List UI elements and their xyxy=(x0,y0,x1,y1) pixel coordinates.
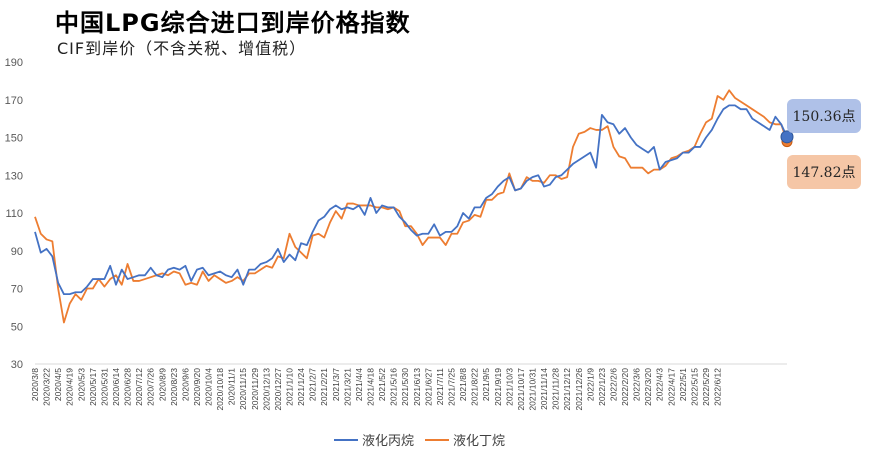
x-tick-label: 2021/4/18 xyxy=(366,368,376,406)
x-tick-label: 2020/12/13 xyxy=(261,368,271,411)
x-tick-label: 2022/5/15 xyxy=(689,368,699,406)
x-tick-label: 2020/11/15 xyxy=(238,368,248,410)
x-tick-label: 2020/6/28 xyxy=(123,368,133,406)
x-tick-label: 2022/5/1 xyxy=(678,368,688,401)
x-tick-label: 2021/11/14 xyxy=(539,368,549,410)
x-tick-label: 2021/5/2 xyxy=(377,368,387,401)
x-axis: 2020/3/8 2020/3/22 2020/4/5 2020/4/19 2020/5… xyxy=(30,363,787,411)
x-tick-label: 2021/7/11 xyxy=(435,368,445,405)
y-axis: 30 50 70 90 110 130 150 170 190 xyxy=(5,57,23,371)
x-tick-label: 2020/9/6 xyxy=(180,368,190,401)
x-tick-label: 2021/1/10 xyxy=(285,368,295,406)
propane-callout: 150.36点 xyxy=(787,99,861,133)
x-tick-label: 2022/3/20 xyxy=(643,368,653,406)
x-tick-label: 2021/3/7 xyxy=(331,368,341,401)
y-tick-label: 30 xyxy=(11,359,23,371)
x-tick-label: 2020/5/17 xyxy=(88,368,98,406)
x-tick-label: 2020/11/29 xyxy=(250,368,260,410)
x-tick-label: 2020/10/18 xyxy=(215,368,225,411)
legend-propane-label: 液化丙烷 xyxy=(362,434,414,449)
x-tick-label: 2021/11/28 xyxy=(551,368,561,410)
chart-subtitle: CIF到岸价（不含关税、增值税） xyxy=(57,39,307,58)
legend: 液化丙烷 液化丁烷 xyxy=(334,434,505,449)
y-tick-label: 50 xyxy=(11,321,23,333)
x-tick-label: 2020/10/4 xyxy=(204,368,214,406)
y-tick-label: 130 xyxy=(5,170,23,182)
legend-butane-label: 液化丁烷 xyxy=(453,434,505,449)
butane-callout-box xyxy=(787,155,861,189)
x-tick-label: 2020/5/3 xyxy=(76,368,86,401)
x-tick-label: 2020/4/5 xyxy=(53,368,63,401)
butane-callout-label: 147.82点 xyxy=(793,165,856,181)
x-tick-label: 2021/6/13 xyxy=(412,368,422,406)
x-tick-label: 2021/10/3 xyxy=(504,368,514,406)
x-tick-label: 2021/12/26 xyxy=(574,368,584,411)
x-tick-label: 2020/3/8 xyxy=(30,368,40,401)
x-tick-label: 2021/2/21 xyxy=(319,368,329,406)
butane-series-line xyxy=(34,89,788,324)
x-tick-label: 2022/2/20 xyxy=(620,368,630,406)
propane-series-line xyxy=(34,104,788,296)
x-tick-label: 2022/4/3 xyxy=(655,368,665,401)
x-tick-label: 2020/8/9 xyxy=(157,368,167,401)
x-tick-label: 2021/8/8 xyxy=(458,368,468,401)
x-tick-label: 2021/5/16 xyxy=(389,368,399,406)
propane-end-marker xyxy=(780,130,794,144)
x-tick-label: 2022/1/23 xyxy=(597,368,607,406)
x-tick-label: 2021/10/31 xyxy=(527,368,537,411)
propane-callout-box xyxy=(787,99,861,133)
propane-callout-label: 150.36点 xyxy=(793,109,856,125)
x-tick-label: 2021/12/12 xyxy=(562,368,572,411)
x-tick-label: 2020/7/26 xyxy=(146,368,156,406)
x-tick-label: 2021/4/4 xyxy=(354,368,364,401)
x-tick-label: 2021/6/27 xyxy=(423,368,433,406)
x-tick-label: 2020/4/19 xyxy=(65,368,75,406)
x-tick-label: 2020/9/20 xyxy=(192,368,202,406)
x-tick-label: 2022/4/17 xyxy=(666,368,676,406)
x-tick-label: 2021/10/17 xyxy=(516,368,526,411)
x-tick-label: 2021/8/22 xyxy=(470,368,480,406)
x-tick-label: 2020/11/1 xyxy=(227,368,237,405)
y-tick-label: 90 xyxy=(11,246,23,258)
x-tick-label: 2021/3/21 xyxy=(342,368,352,406)
x-tick-label: 2020/3/22 xyxy=(42,368,52,406)
x-tick-label: 2021/7/25 xyxy=(446,368,456,406)
x-tick-label: 2021/1/24 xyxy=(296,368,306,406)
x-tick-label: 2022/1/9 xyxy=(585,368,595,401)
x-tick-label: 2021/2/7 xyxy=(308,368,318,401)
x-tick-label: 2022/5/29 xyxy=(701,368,711,406)
x-tick-label: 2020/12/27 xyxy=(273,368,283,411)
x-tick-label: 2022/3/6 xyxy=(632,368,642,401)
y-tick-label: 110 xyxy=(5,208,23,220)
x-tick-label: 2021/9/19 xyxy=(493,368,503,406)
y-tick-label: 190 xyxy=(5,57,23,69)
x-tick-label: 2021/9/5 xyxy=(481,368,491,401)
series-end-markers xyxy=(780,130,794,148)
y-tick-label: 170 xyxy=(5,95,23,107)
x-tick-label: 2020/7/12 xyxy=(134,368,144,406)
x-tick-label: 2021/5/30 xyxy=(400,368,410,406)
x-tick-label: 2020/5/31 xyxy=(99,368,109,406)
butane-callout: 147.82点 xyxy=(787,155,861,189)
x-tick-label: 2022/6/12 xyxy=(713,368,723,406)
y-tick-label: 150 xyxy=(5,133,23,145)
series-lines xyxy=(34,89,788,324)
x-tick-label: 2020/6/14 xyxy=(111,368,121,406)
x-tick-label: 2020/8/23 xyxy=(169,368,179,406)
y-tick-label: 70 xyxy=(11,284,23,296)
x-tick-label: 2022/2/6 xyxy=(608,368,618,401)
chart-title: 中国LPG综合进口到岸价格指数 xyxy=(55,9,411,37)
